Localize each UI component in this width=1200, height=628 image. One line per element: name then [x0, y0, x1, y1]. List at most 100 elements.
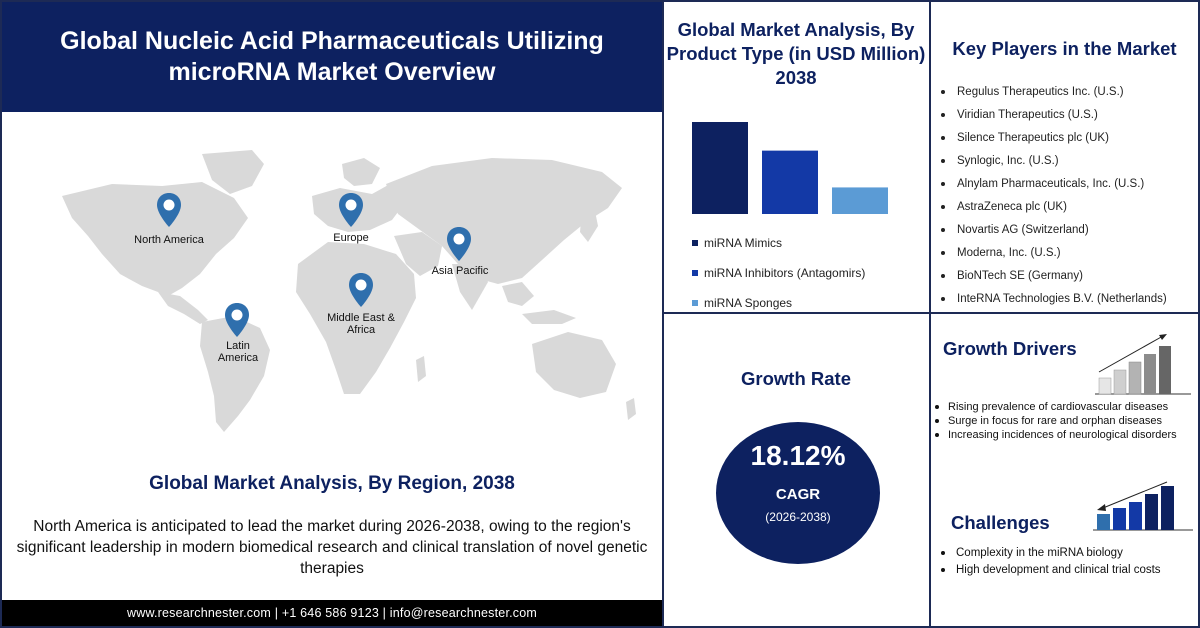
contact-footer: www.researchnester.com | +1 646 586 9123… — [2, 600, 662, 626]
bar-1 — [762, 150, 818, 214]
bar-2 — [832, 187, 888, 214]
bullet-icon — [941, 181, 945, 186]
bullet-icon — [941, 273, 945, 278]
key-player-item: Viridian Therapeutics (U.S.) — [941, 103, 1198, 126]
cagr-label: CAGR — [775, 486, 821, 503]
divider-horizontal — [662, 312, 1200, 314]
bullet-icon — [941, 227, 945, 232]
bullet-icon — [941, 296, 945, 301]
growth-driver-item: Increasing incidences of neurological di… — [933, 428, 1191, 442]
key-player-item: Moderna, Inc. (U.S.) — [941, 241, 1198, 264]
divider-vertical-right — [929, 0, 931, 628]
location-pin-icon — [447, 227, 471, 261]
growth-driver-item-text: Increasing incidences of neurological di… — [948, 429, 1177, 441]
key-player-item-text: Alnylam Pharmaceuticals, Inc. (U.S.) — [957, 177, 1145, 190]
legend-swatch — [692, 240, 698, 246]
bullet-icon — [941, 550, 945, 555]
legend-swatch — [692, 300, 698, 306]
falling-bars-icon — [1093, 481, 1193, 531]
chart-legend: miRNA Mimics miRNA Inhibitors (Antagomirs… — [692, 228, 928, 318]
location-pin-icon — [225, 303, 249, 337]
land-masses — [62, 150, 636, 432]
bullet-icon — [941, 112, 945, 117]
key-player-item: BioNTech SE (Germany) — [941, 264, 1198, 287]
cagr-value: 18.12% — [750, 440, 846, 471]
key-player-item-text: Regulus Therapeutics Inc. (U.S.) — [957, 85, 1124, 98]
challenges-list: Complexity in the miRNA biology High deve… — [941, 544, 1198, 578]
region-analysis-title: Global Market Analysis, By Region, 2038 — [149, 473, 515, 494]
key-players-panel: Key Players in the Market Regulus Therap… — [931, 2, 1198, 312]
key-player-item-text: InteRNA Technologies B.V. (Netherlands) — [957, 292, 1167, 305]
drivers-challenges-panel: Growth Drivers Rising prevalence of card… — [931, 314, 1198, 626]
legend-label: miRNA Inhibitors (Antagomirs) — [704, 266, 866, 280]
bullet-icon — [941, 89, 945, 94]
cagr-circle: 18.12% CAGR (2026-2038) — [716, 422, 880, 564]
challenge-item-text: Complexity in the miRNA biology — [956, 546, 1123, 559]
divider-vertical-main — [662, 0, 664, 628]
world-map: North America Europe Asia Pacific Middle… — [2, 114, 662, 469]
key-player-item: AstraZeneca plc (UK) — [941, 195, 1198, 218]
legend-item: miRNA Mimics — [692, 228, 928, 258]
product-type-bar-chart — [692, 122, 888, 214]
key-player-item-text: Novartis AG (Switzerland) — [957, 223, 1089, 236]
bullet-icon — [941, 158, 945, 163]
key-player-item-text: AstraZeneca plc (UK) — [957, 200, 1067, 213]
bullet-icon — [941, 135, 945, 140]
product-type-panel: Global Market Analysis, By Product Type … — [664, 2, 928, 312]
key-player-item: Synlogic, Inc. (U.S.) — [941, 149, 1198, 172]
growth-rate-title: Growth Rate — [741, 368, 851, 389]
rising-bars-icon — [1095, 334, 1191, 395]
bullet-icon — [935, 433, 939, 437]
bullet-icon — [935, 419, 939, 423]
key-player-item-text: Moderna, Inc. (U.S.) — [957, 246, 1061, 259]
region-label-asia-pacific: Asia Pacific — [431, 265, 489, 277]
region-label-latin-america: Latin America — [217, 340, 259, 364]
growth-driver-item-text: Rising prevalence of cardiovascular dise… — [948, 401, 1169, 413]
challenge-item: Complexity in the miRNA biology — [941, 544, 1198, 561]
legend-swatch — [692, 270, 698, 276]
challenges-title: Challenges — [951, 512, 1050, 533]
key-player-item: Alnylam Pharmaceuticals, Inc. (U.S.) — [941, 172, 1198, 195]
region-label-north-america: North America — [134, 234, 204, 246]
left-panel: Global Nucleic Acid Pharmaceuticals Util… — [2, 2, 662, 626]
growth-driver-item: Rising prevalence of cardiovascular dise… — [933, 400, 1191, 414]
key-player-item: InteRNA Technologies B.V. (Netherlands) — [941, 287, 1198, 310]
growth-rate-panel: Growth Rate 18.12% CAGR (2026-2038) — [664, 314, 928, 626]
world-map-graphic — [62, 150, 636, 432]
legend-label: miRNA Mimics — [704, 236, 782, 250]
key-player-item-text: Synlogic, Inc. (U.S.) — [957, 154, 1059, 167]
bullet-icon — [935, 405, 939, 409]
bullet-icon — [941, 204, 945, 209]
key-players-title: Key Players in the Market — [952, 38, 1177, 59]
legend-item: miRNA Sponges — [692, 288, 928, 318]
bullet-icon — [941, 250, 945, 255]
region-analysis-description: North America is anticipated to lead the… — [16, 518, 648, 577]
key-player-item-text: Viridian Therapeutics (U.S.) — [957, 108, 1098, 121]
growth-driver-item: Surge in focus for rare and orphan disea… — [933, 414, 1191, 428]
bullet-icon — [941, 567, 945, 572]
key-player-item: Regulus Therapeutics Inc. (U.S.) — [941, 80, 1198, 103]
growth-drivers-title: Growth Drivers — [943, 338, 1077, 359]
challenge-item: High development and clinical trial cost… — [941, 561, 1198, 578]
product-type-title: Global Market Analysis, By Product Type … — [666, 19, 926, 88]
legend-label: miRNA Sponges — [704, 296, 793, 310]
location-pin-icon — [157, 193, 181, 227]
key-player-item: Novartis AG (Switzerland) — [941, 218, 1198, 241]
key-player-item-text: Silence Therapeutics plc (UK) — [957, 131, 1109, 144]
key-player-item: Silence Therapeutics plc (UK) — [941, 126, 1198, 149]
legend-item: miRNA Inhibitors (Antagomirs) — [692, 258, 928, 288]
bar-0 — [692, 122, 748, 214]
location-pin-icon — [349, 273, 373, 307]
title-banner: Global Nucleic Acid Pharmaceuticals Util… — [2, 2, 662, 112]
challenge-item-text: High development and clinical trial cost… — [956, 563, 1161, 576]
location-pin-icon — [339, 193, 363, 227]
region-label-middle-east-africa: Middle East & Africa — [327, 312, 395, 336]
page-title: Global Nucleic Acid Pharmaceuticals Util… — [60, 27, 604, 86]
key-players-list: Regulus Therapeutics Inc. (U.S.) Viridian… — [941, 80, 1198, 310]
growth-driver-item-text: Surge in focus for rare and orphan disea… — [948, 415, 1163, 427]
cagr-period: (2026-2038) — [765, 510, 831, 524]
key-player-item-text: BioNTech SE (Germany) — [957, 269, 1083, 282]
region-label-europe: Europe — [333, 232, 369, 244]
growth-drivers-list: Rising prevalence of cardiovascular dise… — [933, 400, 1191, 442]
